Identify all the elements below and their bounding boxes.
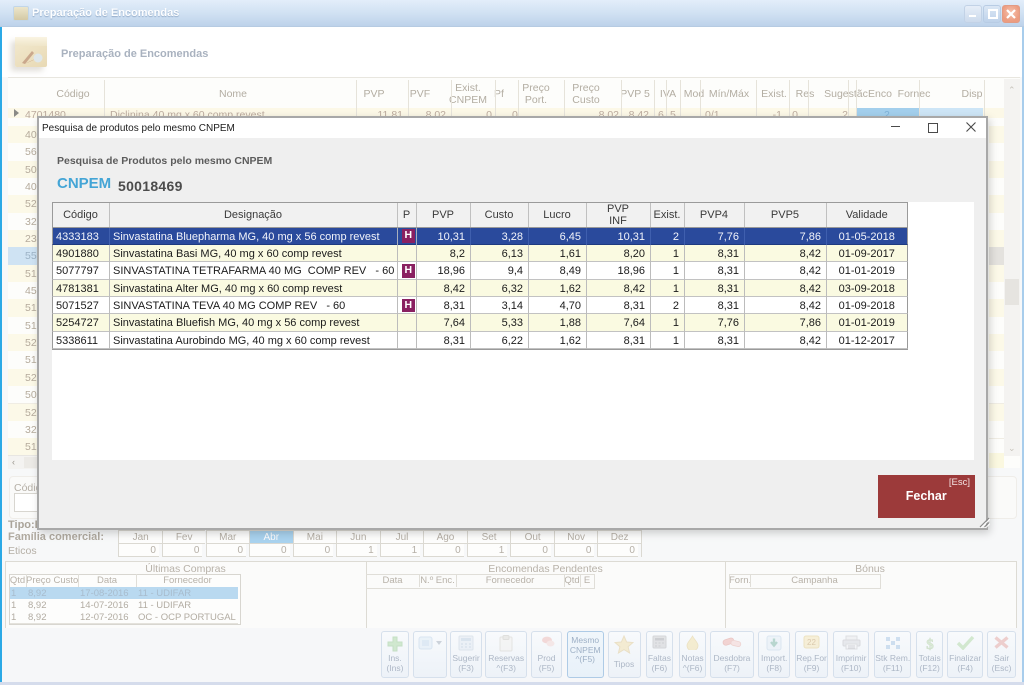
svg-text:$: $ — [926, 637, 934, 652]
svg-text:22: 22 — [807, 638, 816, 647]
